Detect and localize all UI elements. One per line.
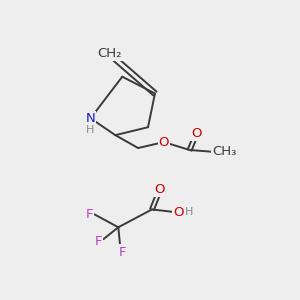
Text: N: N bbox=[86, 112, 95, 125]
Text: F: F bbox=[86, 208, 93, 221]
Text: CH₃: CH₃ bbox=[212, 146, 236, 158]
Text: O: O bbox=[155, 183, 165, 196]
Text: O: O bbox=[173, 206, 184, 219]
Text: H: H bbox=[184, 207, 193, 218]
Text: CH₂: CH₂ bbox=[97, 47, 122, 60]
Text: O: O bbox=[191, 127, 202, 140]
Text: F: F bbox=[95, 235, 102, 248]
Text: O: O bbox=[159, 136, 169, 148]
Text: F: F bbox=[118, 245, 126, 259]
Text: H: H bbox=[86, 125, 95, 135]
